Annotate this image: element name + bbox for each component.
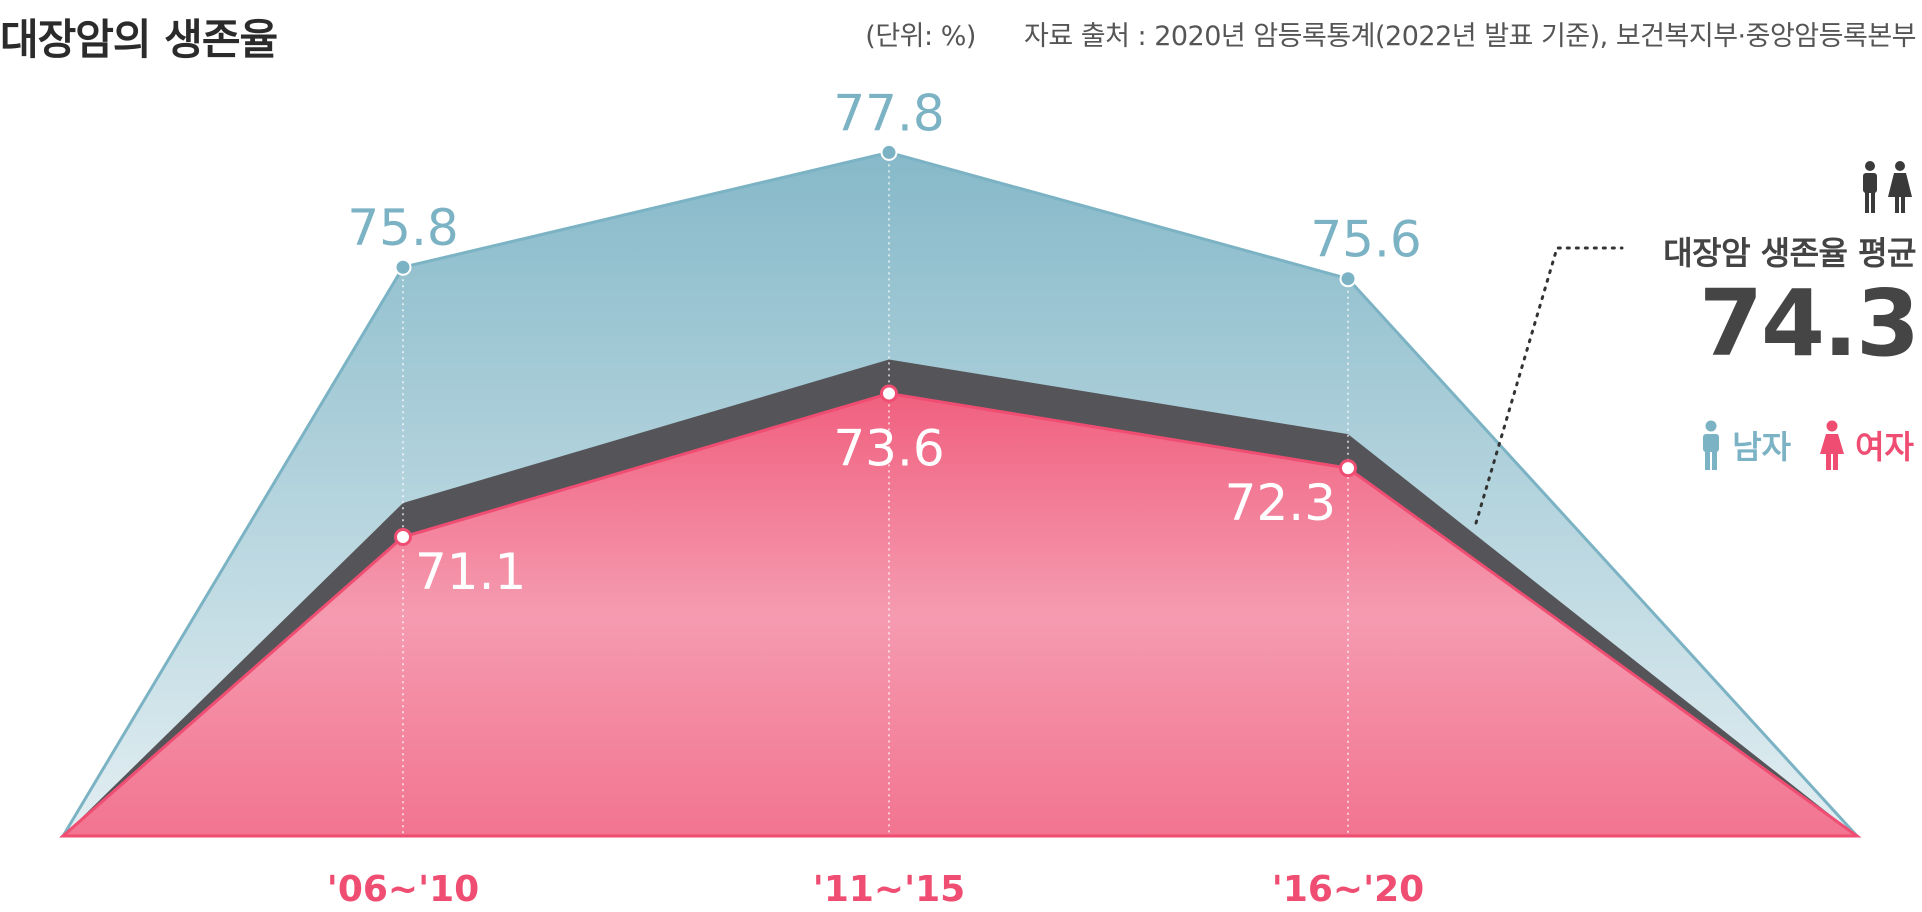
unit-label: (단위: %): [865, 21, 976, 52]
area-female: [59, 391, 1862, 838]
point-male: [880, 143, 898, 161]
data-label-male: 77.8: [833, 84, 944, 142]
average-label: 대장암 생존율 평균: [1663, 234, 1916, 272]
point-male: [1339, 270, 1357, 288]
data-label-male: 75.8: [347, 199, 458, 257]
woman-icon: [1820, 420, 1845, 470]
point-female: [880, 384, 898, 403]
chart-title: 대장암의 생존율: [0, 15, 278, 64]
source-note: (단위: %) 자료 출처 : 2020년 암등록통계(2022년 발표 기준)…: [865, 14, 1916, 53]
point-female: [394, 528, 412, 546]
x-tick-label: '11~'15: [813, 869, 965, 910]
average-value: 74.3: [1699, 270, 1920, 377]
data-label-female: 71.1: [415, 543, 526, 601]
point-female: [1339, 459, 1357, 478]
data-label-male: 75.6: [1310, 211, 1421, 269]
man-woman-icon: [1863, 161, 1912, 213]
legend: 남자 여자: [1698, 420, 1914, 470]
legend-label-male: 남자: [1732, 428, 1792, 466]
point-male: [394, 258, 412, 276]
x-tick-label: '16~'20: [1272, 869, 1424, 910]
data-label-female: 72.3: [1225, 474, 1336, 532]
average-callout-line: [1474, 246, 1624, 525]
legend-label-female: 여자: [1855, 428, 1914, 466]
legend-item-female: 여자: [1817, 420, 1914, 470]
data-label-female: 73.6: [833, 420, 944, 478]
x-tick-label: '06~'10: [327, 869, 479, 910]
legend-item-male: 남자: [1698, 420, 1791, 470]
man-icon: [1703, 420, 1720, 470]
source-text: 자료 출처 : 2020년 암등록통계(2022년 발표 기준), 보건복지부·…: [1023, 21, 1917, 52]
